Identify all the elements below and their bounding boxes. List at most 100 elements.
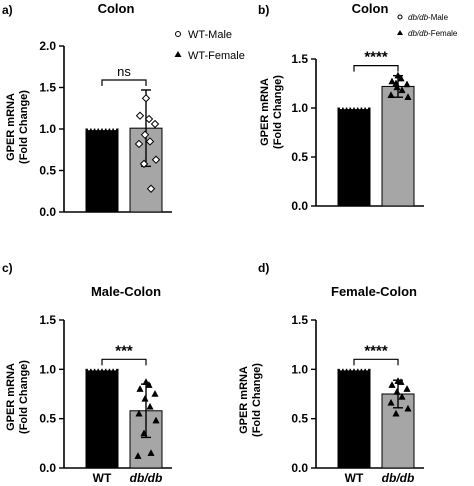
data-point-a-1 [144, 114, 154, 124]
data-point-a-1 [140, 130, 150, 140]
data-point-c-1 [151, 389, 159, 397]
data-point-c-1 [134, 452, 142, 459]
y-tick-label-b: 0.5 [291, 150, 308, 164]
y-axis-label-a-line1: GPER mRNA [5, 93, 17, 161]
data-point-d-0 [358, 368, 361, 371]
y-tick-label-d: 0.5 [291, 412, 308, 426]
significance-bracket-c [101, 358, 147, 366]
data-point-b-1 [388, 77, 396, 85]
data-point-c-0 [95, 368, 98, 371]
data-point-b-1 [387, 91, 395, 99]
panel-letter-a: a) [2, 3, 13, 17]
data-point-a-1 [146, 184, 156, 193]
chart-b: 0.0 0.5 1.0 1.5 **** [291, 49, 424, 213]
data-point-c-1 [136, 385, 144, 392]
data-point-b-0 [343, 106, 346, 110]
data-point-c-0 [110, 368, 113, 371]
data-point-c-1 [140, 429, 148, 437]
data-point-c-0 [106, 368, 109, 371]
bar-d-0 [337, 368, 371, 469]
data-point-d-0 [343, 368, 346, 371]
chart-a: 0.0 0.5 1.0 1.5 2.0 ns [39, 39, 172, 219]
legend-b-triangle-marker [397, 30, 403, 35]
y-tick-label-a: 0.0 [39, 205, 56, 219]
y-tick-label-c: 1.0 [39, 362, 56, 376]
y-axis-label-c-line2: (Fold Change) [18, 360, 30, 434]
data-point-d-0 [362, 368, 365, 371]
legend-b: db/db-Male db/db-Female [397, 13, 458, 38]
data-point-d-1 [392, 409, 400, 417]
y-tick-label-d: 1.0 [291, 362, 308, 376]
data-point-b-0 [347, 106, 350, 110]
y-tick-label-a: 1.5 [39, 81, 56, 95]
significance-label-a: ns [117, 64, 131, 79]
data-point-a-0 [106, 127, 109, 131]
data-point-b-0 [350, 106, 354, 110]
y-tick-label-d: 0.0 [291, 461, 308, 475]
bar-c-0 [85, 368, 119, 469]
data-point-c-0 [113, 368, 117, 371]
data-point-a-1 [134, 139, 144, 149]
data-point-d-1 [388, 381, 396, 388]
data-point-b-0 [358, 106, 361, 110]
data-point-c-0 [102, 368, 106, 371]
data-point-b-1 [403, 80, 411, 88]
data-point-b-0 [354, 106, 358, 110]
data-point-b-0 [365, 106, 369, 110]
legend-b-circle-marker [397, 14, 403, 20]
data-point-a-0 [87, 127, 91, 131]
data-point-a-1 [141, 94, 151, 103]
data-point-d-0 [347, 368, 350, 371]
legend-b-label-male: db/db-Male [408, 13, 449, 22]
legend-b-label-male-italic: db/db [408, 13, 429, 22]
data-point-d-0 [339, 368, 343, 371]
data-point-d-0 [350, 368, 354, 371]
data-point-d-1 [387, 398, 395, 406]
data-point-d-1 [404, 404, 412, 412]
bar-b-0 [337, 107, 371, 207]
legend-b-label-female-suffix: -Female [428, 29, 458, 38]
legend-a-label-female: WT-Female [188, 50, 245, 62]
data-point-b-1 [393, 83, 401, 91]
data-point-b-0 [362, 106, 365, 110]
data-point-d-1 [397, 378, 405, 385]
chart-d: 0.0 0.5 1.0 1.5 **** WT db/db [291, 313, 424, 485]
bar-b-1 [381, 85, 415, 207]
data-point-a-0 [98, 127, 102, 131]
data-point-a-0 [91, 127, 94, 131]
data-point-a-0 [110, 127, 113, 131]
data-point-c-1 [152, 416, 160, 424]
data-point-b-1 [394, 71, 402, 79]
data-point-c-0 [91, 368, 94, 371]
y-tick-label-b: 0.0 [291, 199, 308, 213]
data-point-c-1 [146, 402, 154, 410]
panel-letter-c: c) [2, 261, 13, 275]
legend-b-label-female: db/db-Female [408, 29, 458, 38]
chart-title-c: Male-Colon [91, 284, 161, 299]
data-point-a-1 [150, 119, 160, 129]
y-tick-label-c: 0.0 [39, 461, 56, 475]
panel-a: a) Colon GPER mRNA (Fold Change) 0.0 0.5 1… [2, 1, 245, 219]
data-point-b-1 [398, 86, 406, 94]
panel-b: b) Colon GPER mRNA (Fold Change) 0.0 0.5 1… [258, 1, 458, 213]
data-point-d-0 [354, 368, 358, 371]
data-point-d-1 [393, 387, 401, 395]
panel-letter-d: d) [258, 261, 269, 275]
data-point-b-0 [339, 106, 343, 110]
y-axis-label-b-line1: GPER mRNA [259, 78, 271, 146]
data-point-b-1 [404, 93, 412, 100]
data-point-d-1 [403, 385, 411, 392]
y-tick-label-d: 1.5 [291, 313, 308, 327]
category-label-d-0: WT [345, 471, 364, 485]
legend-a-label-male: WT-Male [188, 29, 232, 41]
data-point-a-0 [102, 127, 106, 131]
category-label-c-0: WT [93, 471, 112, 485]
data-point-d-1 [398, 392, 406, 400]
data-point-c-1 [135, 409, 143, 417]
data-point-c-1 [141, 394, 149, 402]
y-axis-label-d-line2: (Fold Change) [251, 363, 263, 437]
chart-title-a: Colon [98, 1, 135, 16]
y-axis-label-b-line2: (Fold Change) [272, 75, 284, 149]
y-tick-label-c: 0.5 [39, 412, 56, 426]
